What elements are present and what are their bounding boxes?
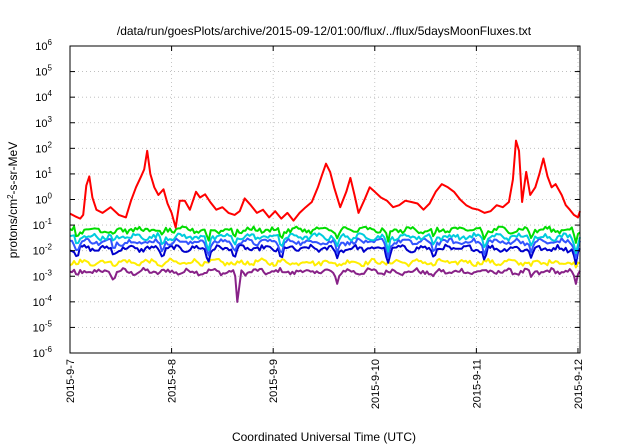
y-tick-label: 100 [35,192,52,207]
y-axis: 10-6 10-5 10-4 10-3 10-2 10-1 100 101 102 103 104 1… [33,38,580,360]
x-tick-label: 2015-9-12 [573,359,585,409]
series-line-3 [69,237,581,260]
y-axis-label-suffix: -s-sr-MeV [6,142,20,195]
y-tick-label: 101 [35,166,52,181]
x-tick-label: 2015-9-8 [167,359,179,403]
y-tick-label: 10-1 [33,217,53,232]
series-line-4 [69,243,581,265]
x-tick-label: 2015-9-7 [65,359,77,403]
y-axis-label: protons/cm2-s-sr-MeV [6,142,21,258]
y-tick-label: 106 [35,38,52,53]
chart-title: /data/run/goesPlots/archive/2015-09-12/0… [117,24,532,38]
y-tick-label: 104 [35,89,52,104]
y-axis-label-prefix: protons/cm [6,199,20,258]
grid-lines [69,46,580,353]
series-line-5 [69,257,581,269]
x-tick-label: 2015-9-9 [268,359,280,403]
x-tick-label: 2015-9-11 [471,359,483,408]
x-tick-label: 2015-9-10 [370,359,382,409]
y-axis-label-sup: 2 [6,194,15,199]
series-line-0 [69,139,581,229]
y-tick-label: 103 [35,115,52,130]
y-tick-label: 102 [35,140,52,155]
y-tick-label: 10-2 [33,243,53,258]
series-line-6 [69,266,581,303]
series-line-2 [69,232,581,255]
y-tick-label: 10-4 [33,294,53,309]
series-line-1 [69,225,581,244]
x-axis-label: Coordinated Universal Time (UTC) [232,430,416,444]
y-tick-label: 10-6 [33,345,53,360]
x-axis: 2015-9-7 2015-9-8 2015-9-9 2015-9-10 2015-9-… [65,46,585,409]
y-tick-label: 10-3 [33,268,53,283]
y-tick-label: 105 [35,64,52,79]
series-layer [69,139,581,303]
y-tick-label: 10-5 [33,319,53,334]
